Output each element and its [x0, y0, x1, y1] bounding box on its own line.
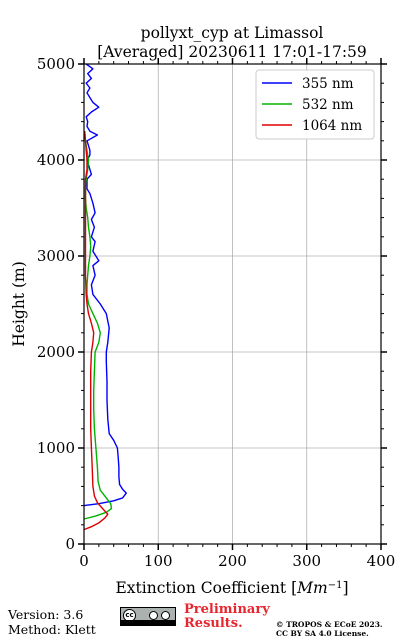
y-tick-label: 4000: [37, 151, 75, 169]
sa-icon: [161, 611, 170, 620]
x-tick-label: 0: [79, 552, 89, 570]
series-lines: [83, 63, 127, 531]
y-tick-label: 2000: [37, 343, 75, 361]
cc-badge-strip: [121, 620, 175, 625]
version-text: Version: 3.6: [8, 607, 84, 622]
preliminary-notice: Preliminary Results.: [184, 603, 270, 631]
y-tick-label: 5000: [37, 55, 75, 73]
copyright-line1: © TROPOS & ECoE 2023.: [276, 620, 383, 629]
y-tick-label: 3000: [37, 247, 75, 265]
x-tick-label: 200: [218, 552, 247, 570]
chart-title: pollyxt_cyp at Limassol: [141, 24, 324, 42]
extinction-profile-chart: pollyxt_cyp at Limassol [Averaged] 20230…: [10, 24, 396, 597]
footer-info: Version: 3.6 Method: Klett: [8, 607, 96, 637]
legend-label: 1064 nm: [302, 118, 362, 134]
chart-subtitle: [Averaged] 20230611 17:01-17:59: [97, 43, 367, 61]
by-icon: [149, 611, 158, 620]
x-tick-label: 300: [292, 552, 321, 570]
legend-label: 355 nm: [302, 76, 354, 92]
legend-label: 532 nm: [302, 97, 354, 113]
x-tick-label: 100: [144, 552, 173, 570]
y-axis-label: Height (m): [10, 261, 28, 347]
y-tick-label: 1000: [37, 439, 75, 457]
series-line: [83, 63, 127, 507]
method-text: Method: Klett: [8, 622, 96, 637]
copyright-notice: © TROPOS & ECoE 2023. CC BY SA 4.0 Licen…: [276, 620, 383, 638]
copyright-line2: CC BY SA 4.0 License.: [276, 629, 369, 638]
preliminary-line1: Preliminary: [184, 602, 270, 617]
cc-license-badge: cc: [120, 607, 176, 626]
x-tick-label: 400: [367, 552, 396, 570]
x-axis-label: Extinction Coefficient [Mm−1]: [115, 579, 348, 597]
legend-box: [255, 69, 375, 140]
legend: 355 nm 532 nm 1064 nm: [255, 69, 375, 140]
series-line: [83, 131, 109, 531]
y-tick-label: 0: [65, 535, 75, 553]
preliminary-line2: Results.: [184, 616, 243, 631]
